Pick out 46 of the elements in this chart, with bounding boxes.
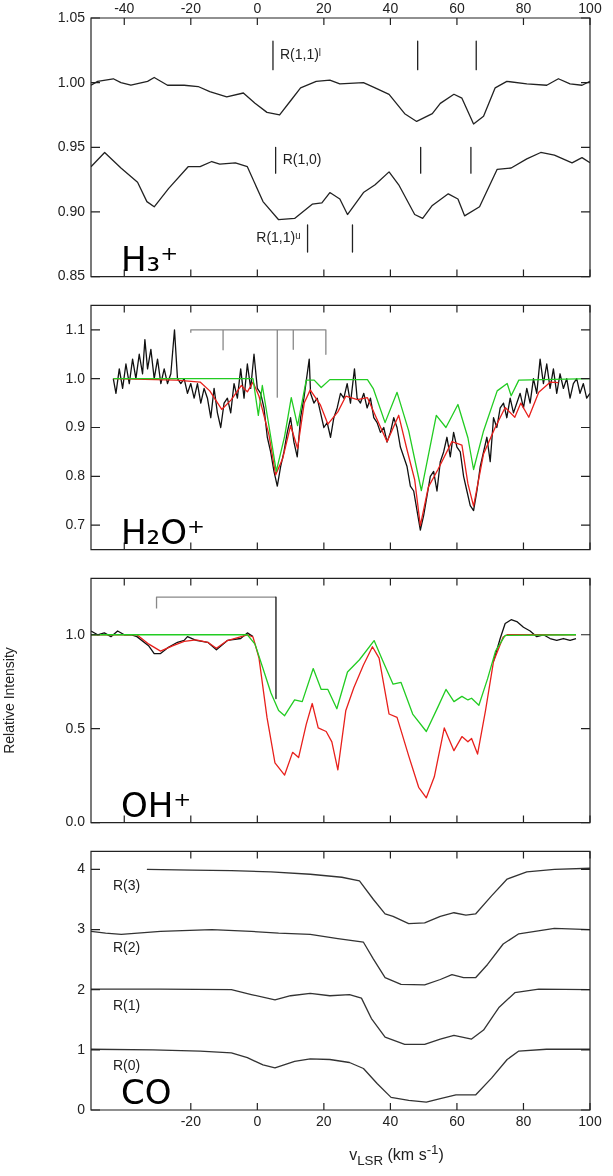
y-tick-label: 0 [77,1100,86,1117]
annotation: H₂O⁺ [121,511,205,552]
y-tick-label: 0.0 [65,813,86,830]
y-tick-label: 1.0 [65,625,86,642]
series-label: R(1,1)ˡ [279,46,322,63]
x-axis-title: v$_{LSR}$ (km s$^{-1}$) [348,1142,445,1168]
x2-tick-label: -40 [114,0,135,17]
series-label: R(1,1)ᵘ [256,229,301,246]
x-tick-label: 0 [253,1113,262,1130]
series-label: R(2) [113,939,141,956]
y-tick-label: 1.00 [57,73,86,90]
x2-tick-label: 100 [578,0,602,17]
x2-tick-label: 40 [382,0,399,17]
y-tick-label: 1.1 [65,320,86,337]
y-tick-label: 0.90 [57,202,86,219]
x2-tick-label: 0 [253,0,262,17]
y-tick-label: 3 [77,920,86,937]
y-tick-label: 4 [77,860,86,877]
x2-tick-label: -20 [180,0,202,17]
x-tick-label: 80 [515,1113,532,1130]
y-tick-label: 1.0 [65,369,86,386]
y-tick-label: 0.85 [57,267,86,284]
y-tick-label: 1 [77,1040,86,1057]
x2-tick-label: 20 [316,0,332,17]
y-tick-label: 2 [77,980,86,997]
y-tick-label: 0.8 [65,467,86,484]
annotation: OH⁺ [121,784,192,825]
x-tick-label: 20 [316,1113,332,1130]
y-tick-label: 0.5 [65,719,86,736]
series-label: R(0) [113,1057,141,1074]
x-tick-label: 40 [382,1113,399,1130]
y-tick-label: 1.05 [57,8,86,25]
x-tick-label: -20 [180,1113,202,1130]
y-tick-label: 0.95 [57,138,86,155]
series-label: R(1) [113,996,141,1013]
x2-tick-label: 80 [515,0,532,17]
x-tick-label: 100 [578,1113,602,1130]
x-tick-label: 60 [449,1113,465,1130]
x2-tick-label: 60 [449,0,465,17]
annotation: CO [121,1072,172,1112]
y-tick-label: 0.9 [65,418,86,435]
y-tick-label: 0.7 [65,516,86,533]
annotation: H₃⁺ [121,238,179,279]
series-label: R(3) [113,877,141,894]
y-axis-title: Relative Intensity [1,647,18,754]
series-label: R(1,0) [282,151,322,168]
